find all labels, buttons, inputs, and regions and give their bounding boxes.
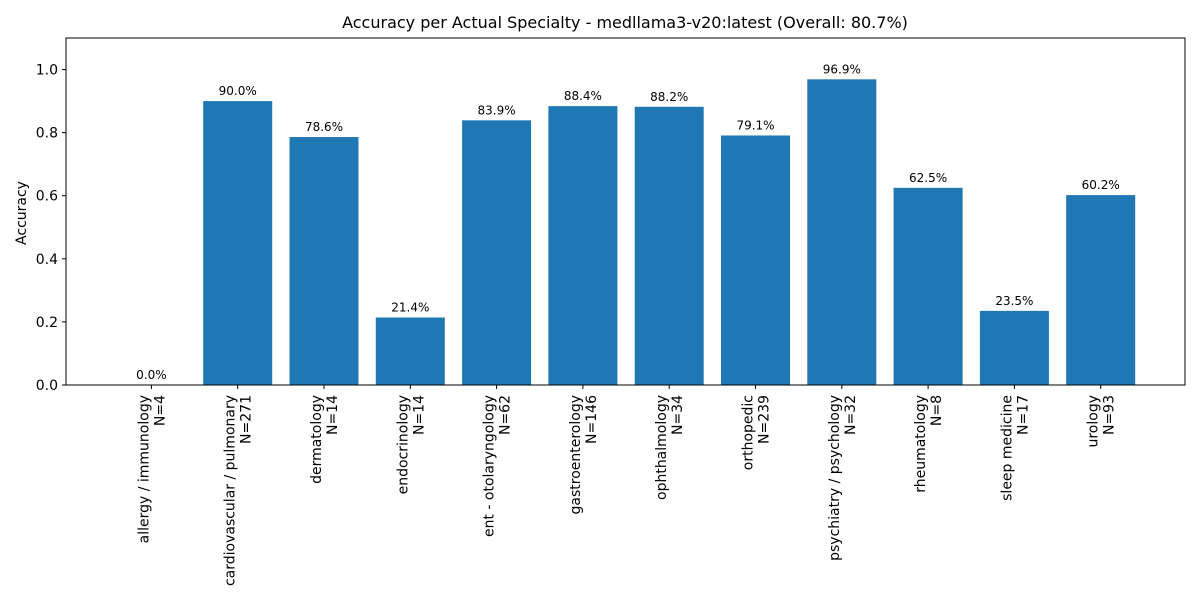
x-tick-label: cardiovascular / pulmonary N=271 xyxy=(223,395,255,586)
category-count: N=32 xyxy=(843,395,859,435)
category-name: cardiovascular / pulmonary xyxy=(223,395,239,586)
y-tick-label: 0.8 xyxy=(36,126,58,142)
y-tick-label: 0.2 xyxy=(36,315,58,331)
bar xyxy=(634,106,704,386)
bar xyxy=(979,310,1049,385)
category-count: N=34 xyxy=(670,395,686,435)
bar-value-label: 21.4% xyxy=(391,300,429,314)
category-count: N=14 xyxy=(411,395,427,435)
x-tick-label: sleep medicine N=17 xyxy=(999,395,1031,501)
bar-value-label: 96.9% xyxy=(823,62,861,76)
category-name: endocrinology xyxy=(395,395,411,494)
x-tick-label: ent - otolaryngology N=62 xyxy=(482,395,514,537)
x-tick-label: dermatology N=14 xyxy=(309,395,341,484)
x-tick-label: rheumatology N=8 xyxy=(913,395,945,493)
bar-value-label: 62.5% xyxy=(909,171,947,185)
x-tick-label: ophthalmology N=34 xyxy=(654,395,686,500)
bar-value-label: 60.2% xyxy=(1082,178,1120,192)
bar-value-label: 0.0% xyxy=(136,368,167,382)
y-tick-label: 1.0 xyxy=(36,63,58,79)
category-count: N=146 xyxy=(584,395,600,444)
plot-frame xyxy=(65,37,1186,386)
category-count: N=4 xyxy=(152,395,168,426)
bar xyxy=(289,137,359,385)
chart-title: Accuracy per Actual Specialty - medllama… xyxy=(342,13,908,32)
y-tick-label: 0.0 xyxy=(36,378,58,394)
bar xyxy=(721,135,790,385)
bar xyxy=(462,120,532,385)
category-name: ent - otolaryngology xyxy=(482,395,498,537)
category-name: urology xyxy=(1086,395,1102,448)
y-axis-title: Accuracy xyxy=(14,181,30,245)
bar-value-label: 79.1% xyxy=(736,118,774,132)
y-tick-label: 0.4 xyxy=(36,252,58,268)
category-name: rheumatology xyxy=(913,395,929,493)
category-name: ophthalmology xyxy=(654,395,670,500)
category-count: N=62 xyxy=(498,395,514,435)
category-count: N=271 xyxy=(239,395,255,444)
category-name: allergy / immunology xyxy=(136,395,152,543)
category-name: sleep medicine xyxy=(999,395,1015,501)
bar-value-label: 88.2% xyxy=(650,90,688,104)
category-name: gastroenterology xyxy=(568,395,584,515)
category-count: N=14 xyxy=(325,395,341,435)
bar-value-label: 83.9% xyxy=(478,103,516,117)
category-name: psychiatry / psychology xyxy=(827,395,843,561)
x-tick-label: allergy / immunology N=4 xyxy=(136,395,168,543)
bar xyxy=(807,79,877,385)
bar xyxy=(1066,195,1136,385)
category-count: N=93 xyxy=(1102,395,1118,435)
category-count: N=8 xyxy=(929,395,945,426)
x-tick-label: endocrinology N=14 xyxy=(395,395,427,494)
bar-value-label: 78.6% xyxy=(305,120,343,134)
category-count: N=239 xyxy=(757,395,773,444)
x-tick-label: psychiatry / psychology N=32 xyxy=(827,395,859,561)
category-count: N=17 xyxy=(1015,395,1031,435)
y-tick-label: 0.6 xyxy=(36,189,58,205)
bar-value-label: 90.0% xyxy=(219,84,257,98)
category-name: dermatology xyxy=(309,395,325,484)
bar xyxy=(375,317,445,385)
bar xyxy=(548,106,618,385)
plot-area: 0.0% 90.0% 78.6% 21.4% 83.9% 88.4% 88.2% 79.1% 9… xyxy=(36,37,1186,586)
x-tick-label: gastroenterology N=146 xyxy=(568,395,600,515)
x-tick-label: urology N=93 xyxy=(1086,395,1118,448)
category-name: orthopedic xyxy=(741,395,757,470)
bar xyxy=(203,101,273,385)
bar-value-label: 23.5% xyxy=(995,294,1033,308)
bar-value-label: 88.4% xyxy=(564,89,602,103)
x-tick-label: orthopedic N=239 xyxy=(741,395,773,470)
bar xyxy=(893,187,963,385)
